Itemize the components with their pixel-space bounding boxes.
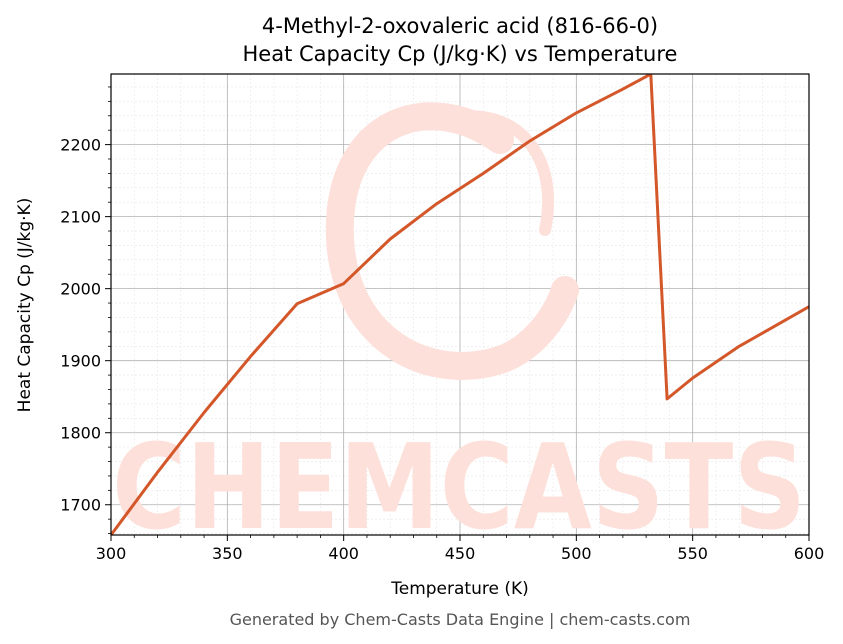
y-axis: 1700 1800 1900 2000 2100 2200 bbox=[60, 86, 111, 534]
x-tick-label: 550 bbox=[677, 544, 708, 563]
x-tick-label: 600 bbox=[794, 544, 825, 563]
x-tick-label: 450 bbox=[445, 544, 476, 563]
y-tick-label: 1700 bbox=[60, 496, 101, 515]
chart-subtitle: Heat Capacity Cp (J/kg·K) vs Temperature bbox=[243, 42, 678, 66]
y-tick-label: 2000 bbox=[60, 280, 101, 299]
x-axis: 300 350 400 450 500 550 600 bbox=[96, 535, 825, 563]
series-line bbox=[111, 74, 809, 535]
x-tick-label: 500 bbox=[561, 544, 592, 563]
watermark: CHEMCASTS bbox=[112, 102, 806, 556]
x-tick-label: 350 bbox=[212, 544, 243, 563]
y-axis-label: Heat Capacity Cp (J/kg·K) bbox=[15, 198, 35, 413]
chart-title: 4-Methyl-2-oxovaleric acid (816-66-0) bbox=[262, 14, 658, 38]
footer-credit: Generated by Chem-Casts Data Engine | ch… bbox=[230, 610, 691, 629]
y-tick-label: 1800 bbox=[60, 424, 101, 443]
watermark-swirl bbox=[325, 102, 579, 380]
x-axis-label: Temperature (K) bbox=[390, 579, 529, 599]
y-tick-label: 2100 bbox=[60, 208, 101, 227]
y-tick-label: 1900 bbox=[60, 352, 101, 371]
x-tick-label: 400 bbox=[328, 544, 359, 563]
y-tick-label: 2200 bbox=[60, 136, 101, 155]
watermark-text: CHEMCASTS bbox=[112, 418, 806, 556]
x-tick-label: 300 bbox=[96, 544, 127, 563]
